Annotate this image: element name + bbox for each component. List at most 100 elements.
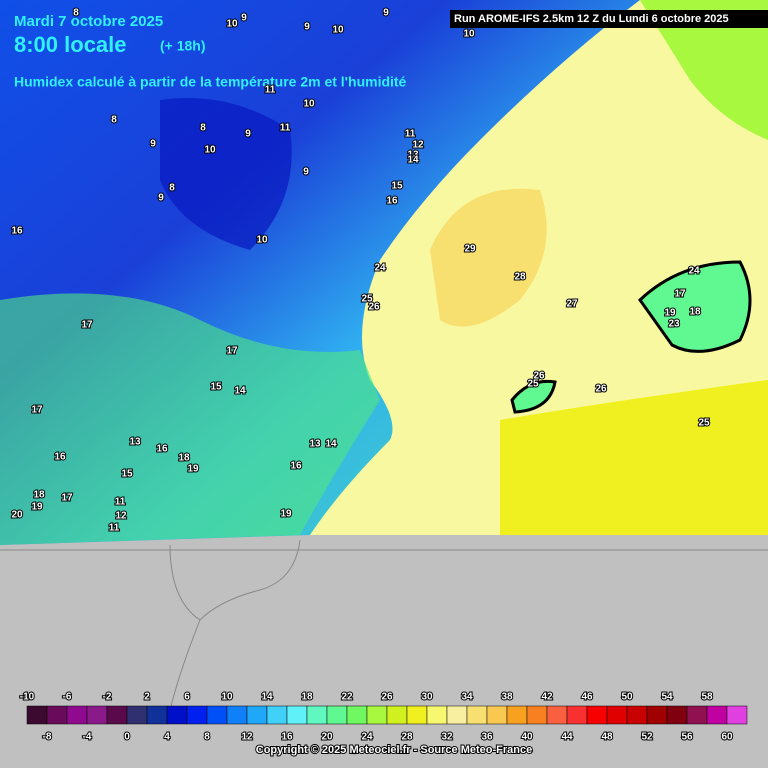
contour-label: 12 bbox=[115, 511, 127, 522]
colorbar-swatch bbox=[326, 705, 348, 725]
colorbar-label: 2 bbox=[144, 692, 150, 703]
island-mallorca bbox=[638, 260, 752, 353]
contour-label: 12 bbox=[412, 140, 424, 151]
colorbar-label: 4 bbox=[164, 732, 170, 743]
colorbar: -10 -6 -2 2 6 10 14 18 22 26 30 34 38 42 46 50 54 58-8 -4 0… bbox=[19, 691, 748, 744]
colorbar-label: 48 bbox=[601, 732, 613, 743]
contour-label: 11 bbox=[109, 523, 120, 534]
contour-label: 11 bbox=[405, 129, 416, 140]
contour-label: 26 bbox=[595, 384, 607, 395]
contour-label: 8 bbox=[73, 8, 79, 19]
colorbar-label: 46 bbox=[581, 692, 593, 703]
contour-label: 9 bbox=[304, 22, 310, 33]
colorbar-swatch bbox=[186, 705, 208, 725]
contour-label: 14 bbox=[325, 439, 337, 450]
colorbar-label: 58 bbox=[701, 692, 713, 703]
colorbar-label: 60 bbox=[721, 732, 733, 743]
colorbar-swatch bbox=[86, 705, 108, 725]
colorbar-label: 28 bbox=[401, 732, 413, 743]
colorbar-label: 52 bbox=[641, 732, 653, 743]
colorbar-label: 42 bbox=[541, 692, 553, 703]
contour-label: 9 bbox=[303, 167, 309, 178]
borders bbox=[0, 539, 768, 711]
contour-label: 24 bbox=[374, 263, 386, 274]
colorbar-label: 0 bbox=[124, 732, 130, 743]
contour-label: 9 bbox=[158, 193, 164, 204]
colorbar-label: 38 bbox=[501, 692, 513, 703]
colorbar-swatch bbox=[526, 705, 548, 725]
colorbar-swatch bbox=[606, 705, 628, 725]
colorbar-swatch bbox=[626, 705, 648, 725]
contour-label: 9 bbox=[245, 129, 251, 140]
colorbar-label: 44 bbox=[561, 732, 573, 743]
contour-label: 19 bbox=[187, 464, 199, 475]
contour-label: 18 bbox=[178, 453, 190, 464]
colorbar-label: 12 bbox=[241, 732, 253, 743]
colorbar-swatch bbox=[286, 705, 308, 725]
contour-label: 9 bbox=[241, 13, 247, 24]
colorbar-swatch bbox=[586, 705, 608, 725]
contour-label: 29 bbox=[464, 244, 476, 255]
colorbar-label: 16 bbox=[281, 732, 293, 743]
contour-labels: 8 910 9 10910891089111110111213141516989101… bbox=[10, 7, 711, 535]
colorbar-label: -8 bbox=[43, 732, 52, 743]
contour-label: 17 bbox=[674, 289, 686, 300]
colorbar-swatch bbox=[126, 705, 148, 725]
colorbar-swatch bbox=[266, 705, 288, 725]
colorbar-swatch bbox=[206, 705, 228, 725]
sea-warm-zone bbox=[500, 380, 768, 535]
contour-label: 26 bbox=[533, 371, 545, 382]
island-ibiza bbox=[510, 379, 557, 414]
colorbar-swatch bbox=[686, 705, 708, 725]
contour-label: 13 bbox=[309, 439, 321, 450]
colorbar-label: 50 bbox=[621, 692, 633, 703]
colorbar-swatch bbox=[486, 705, 508, 725]
contour-label: 8 bbox=[111, 115, 117, 126]
colorbar-swatch bbox=[406, 705, 428, 725]
colorbar-swatch bbox=[566, 705, 588, 725]
colorbar-swatch bbox=[706, 705, 728, 725]
contour-label: 26 bbox=[368, 302, 380, 313]
contour-label: 16 bbox=[156, 444, 168, 455]
contour-label: 16 bbox=[54, 452, 66, 463]
colorbar-label: 26 bbox=[381, 692, 393, 703]
contour-label: 16 bbox=[11, 226, 23, 237]
contour-label: 9 bbox=[150, 139, 156, 150]
contour-label: 19 bbox=[664, 308, 676, 319]
contour-label: 23 bbox=[668, 319, 680, 330]
colorbar-swatch bbox=[246, 705, 268, 725]
contour-label: 15 bbox=[391, 181, 403, 192]
colorbar-label: 32 bbox=[441, 732, 453, 743]
contour-label: 19 bbox=[31, 502, 43, 513]
contour-label: 9 bbox=[383, 8, 389, 19]
colorbar-label: 22 bbox=[341, 692, 353, 703]
contour-label: 18 bbox=[689, 307, 701, 318]
colorbar-swatch bbox=[386, 705, 408, 725]
contour-label: 11 bbox=[115, 497, 126, 508]
colorbar-label: -4 bbox=[83, 732, 92, 743]
contour-label: 27 bbox=[566, 299, 578, 310]
contour-label: 10 bbox=[463, 29, 475, 40]
contour-label: 10 bbox=[332, 25, 344, 36]
colorbar-swatch bbox=[506, 705, 528, 725]
description: Humidex calculé à partir de la températu… bbox=[14, 74, 407, 90]
colorbar-swatch bbox=[146, 705, 168, 725]
contour-label: 13 bbox=[129, 437, 141, 448]
contour-label: 18 bbox=[33, 490, 45, 501]
land-east bbox=[640, 0, 768, 140]
contour-label: 17 bbox=[61, 493, 73, 504]
colorbar-label: 8 bbox=[204, 732, 210, 743]
colorbar-swatch bbox=[446, 705, 468, 725]
contour-label: 10 bbox=[256, 235, 268, 246]
colorbar-swatch bbox=[46, 705, 68, 725]
contour-label: 15 bbox=[210, 382, 222, 393]
colorbar-label: -6 bbox=[63, 692, 72, 703]
cold-zone bbox=[160, 98, 292, 250]
contour-label: 13 bbox=[407, 150, 419, 161]
colorbar-swatch bbox=[726, 705, 748, 725]
contour-label: 10 bbox=[303, 99, 315, 110]
land-green-zone bbox=[0, 293, 380, 545]
colorbar-swatch bbox=[366, 705, 388, 725]
contour-label: 16 bbox=[386, 196, 398, 207]
colorbar-swatch bbox=[646, 705, 668, 725]
